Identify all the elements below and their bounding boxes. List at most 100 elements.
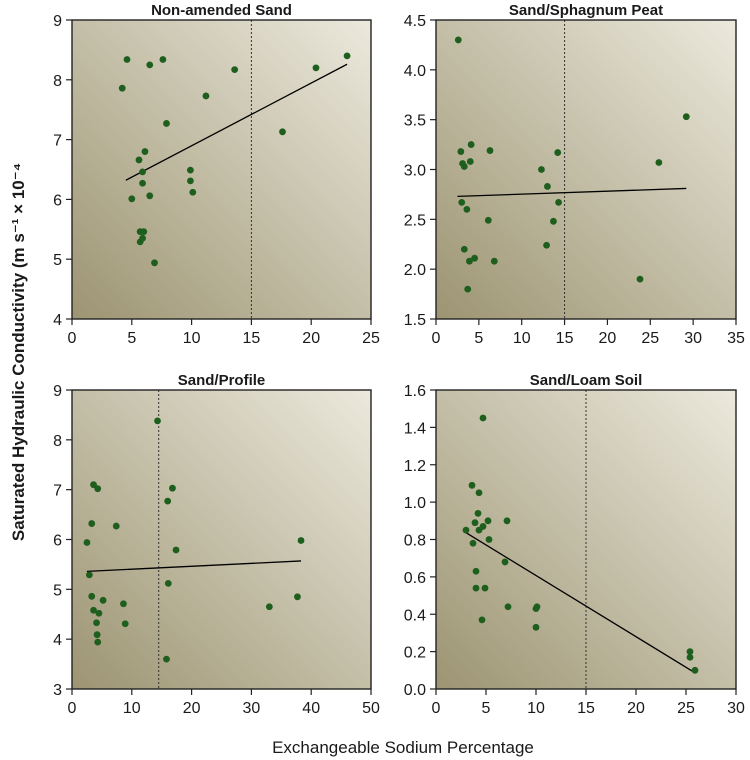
panel-title: Sand/Profile (178, 372, 266, 389)
data-point (294, 593, 301, 601)
panel-sand-profile: 0 10 20 30 40 50 3 4 5 6 7 8 9 Sand/Profile (53, 372, 380, 717)
y-tick-label: 3.5 (404, 113, 426, 130)
data-point (99, 596, 107, 604)
x-tick-label: 30 (684, 330, 702, 347)
data-point (655, 159, 663, 166)
y-tick-label: 0.8 (404, 533, 426, 550)
data-point (550, 217, 557, 225)
x-tick-label: 15 (556, 330, 574, 347)
x-tick-label: 20 (627, 700, 645, 717)
data-point (471, 519, 479, 527)
data-point (686, 648, 694, 656)
x-tick-label: 15 (243, 330, 261, 347)
x-tick-label: 5 (482, 700, 491, 717)
x-tick-label: 10 (513, 330, 531, 347)
plot-frame (71, 19, 372, 320)
y-tick-label: 3 (53, 682, 62, 699)
data-point (90, 606, 97, 614)
trend-line (457, 187, 687, 198)
data-point (466, 257, 473, 265)
data-point (312, 64, 320, 72)
data-point (457, 148, 465, 155)
data-point (88, 520, 96, 527)
data-point (135, 156, 143, 164)
data-point (121, 620, 129, 628)
y-tick-label: 2.0 (404, 262, 426, 279)
trend-line (86, 560, 302, 573)
x-tick-label: 10 (123, 700, 141, 717)
data-point (464, 285, 472, 293)
data-point (139, 234, 146, 242)
y-tick-label: 1.6 (404, 383, 426, 400)
panel-title: Sand/Loam Soil (530, 372, 643, 389)
plot-area (72, 20, 371, 319)
y-tick-label: 7 (53, 133, 62, 150)
data-point (154, 417, 161, 425)
data-point (554, 149, 562, 156)
y-tick-label: 2.5 (404, 212, 426, 229)
data-point (146, 61, 154, 69)
data-point (141, 148, 149, 155)
x-tick-label: 0 (432, 700, 441, 717)
data-point (472, 567, 480, 575)
y-tick-label: 6 (53, 192, 62, 209)
y-tick-label: 3.0 (404, 163, 426, 180)
data-point (460, 245, 468, 253)
data-point (467, 141, 475, 148)
x-tick-label: 20 (183, 700, 201, 717)
y-tick-label: 0.2 (404, 645, 426, 662)
panel-title: Non-amended Sand (151, 2, 292, 19)
data-point (172, 546, 180, 554)
data-point (485, 536, 493, 543)
panel-sand-sphagnum-peat: 0 5 10 15 20 25 30 35 1.5 2.0 2.5 3.0 3.5 4.0 4.5 Sand/… (404, 2, 745, 347)
y-tick-label: 4 (53, 632, 62, 649)
x-tick-label: 30 (243, 700, 261, 717)
x-tick-label: 35 (727, 330, 745, 347)
x-tick-label: 5 (127, 330, 136, 347)
data-point (463, 205, 471, 213)
x-tick-label: 40 (302, 700, 320, 717)
data-point (460, 163, 468, 170)
data-point (163, 655, 170, 663)
y-tick-label: 6 (53, 533, 62, 550)
data-point (543, 241, 550, 249)
x-tick-label: 10 (183, 330, 201, 347)
data-point (468, 481, 476, 489)
trend-line (125, 63, 348, 181)
data-point (112, 522, 120, 530)
x-tick-label: 50 (362, 700, 380, 717)
data-point (682, 113, 690, 121)
panel-non-amended-sand: 0 5 10 15 20 25 4 5 6 7 8 9 Non-amended Sand (53, 2, 380, 347)
x-tick-label: 25 (677, 700, 695, 717)
x-tick-label: 25 (362, 330, 380, 347)
data-point (94, 638, 102, 646)
trend-line (464, 531, 695, 673)
x-tick-label: 10 (527, 700, 545, 717)
data-point (159, 56, 167, 63)
y-tick-label: 9 (53, 383, 62, 400)
data-point (481, 584, 489, 592)
plot-area (436, 20, 736, 319)
data-point (139, 168, 146, 176)
data-point (484, 216, 492, 224)
y-tick-label: 9 (53, 13, 62, 30)
data-point (462, 526, 470, 534)
data-point (503, 517, 511, 525)
data-point (478, 616, 486, 624)
data-point (93, 619, 100, 627)
y-tick-label: 8 (53, 433, 62, 450)
data-point (139, 179, 146, 187)
data-point (164, 579, 172, 587)
data-point (472, 584, 480, 592)
x-tick-label: 15 (577, 700, 595, 717)
y-tick-label: 8 (53, 73, 62, 90)
data-point (123, 56, 131, 63)
data-point (504, 603, 512, 611)
data-point (484, 517, 492, 525)
x-axis-title: Exchangeable Sodium Percentage (272, 738, 534, 757)
data-point (297, 537, 305, 544)
data-point (93, 631, 101, 639)
y-tick-label: 0.0 (404, 682, 426, 699)
data-point (490, 257, 498, 265)
data-point (474, 509, 482, 517)
